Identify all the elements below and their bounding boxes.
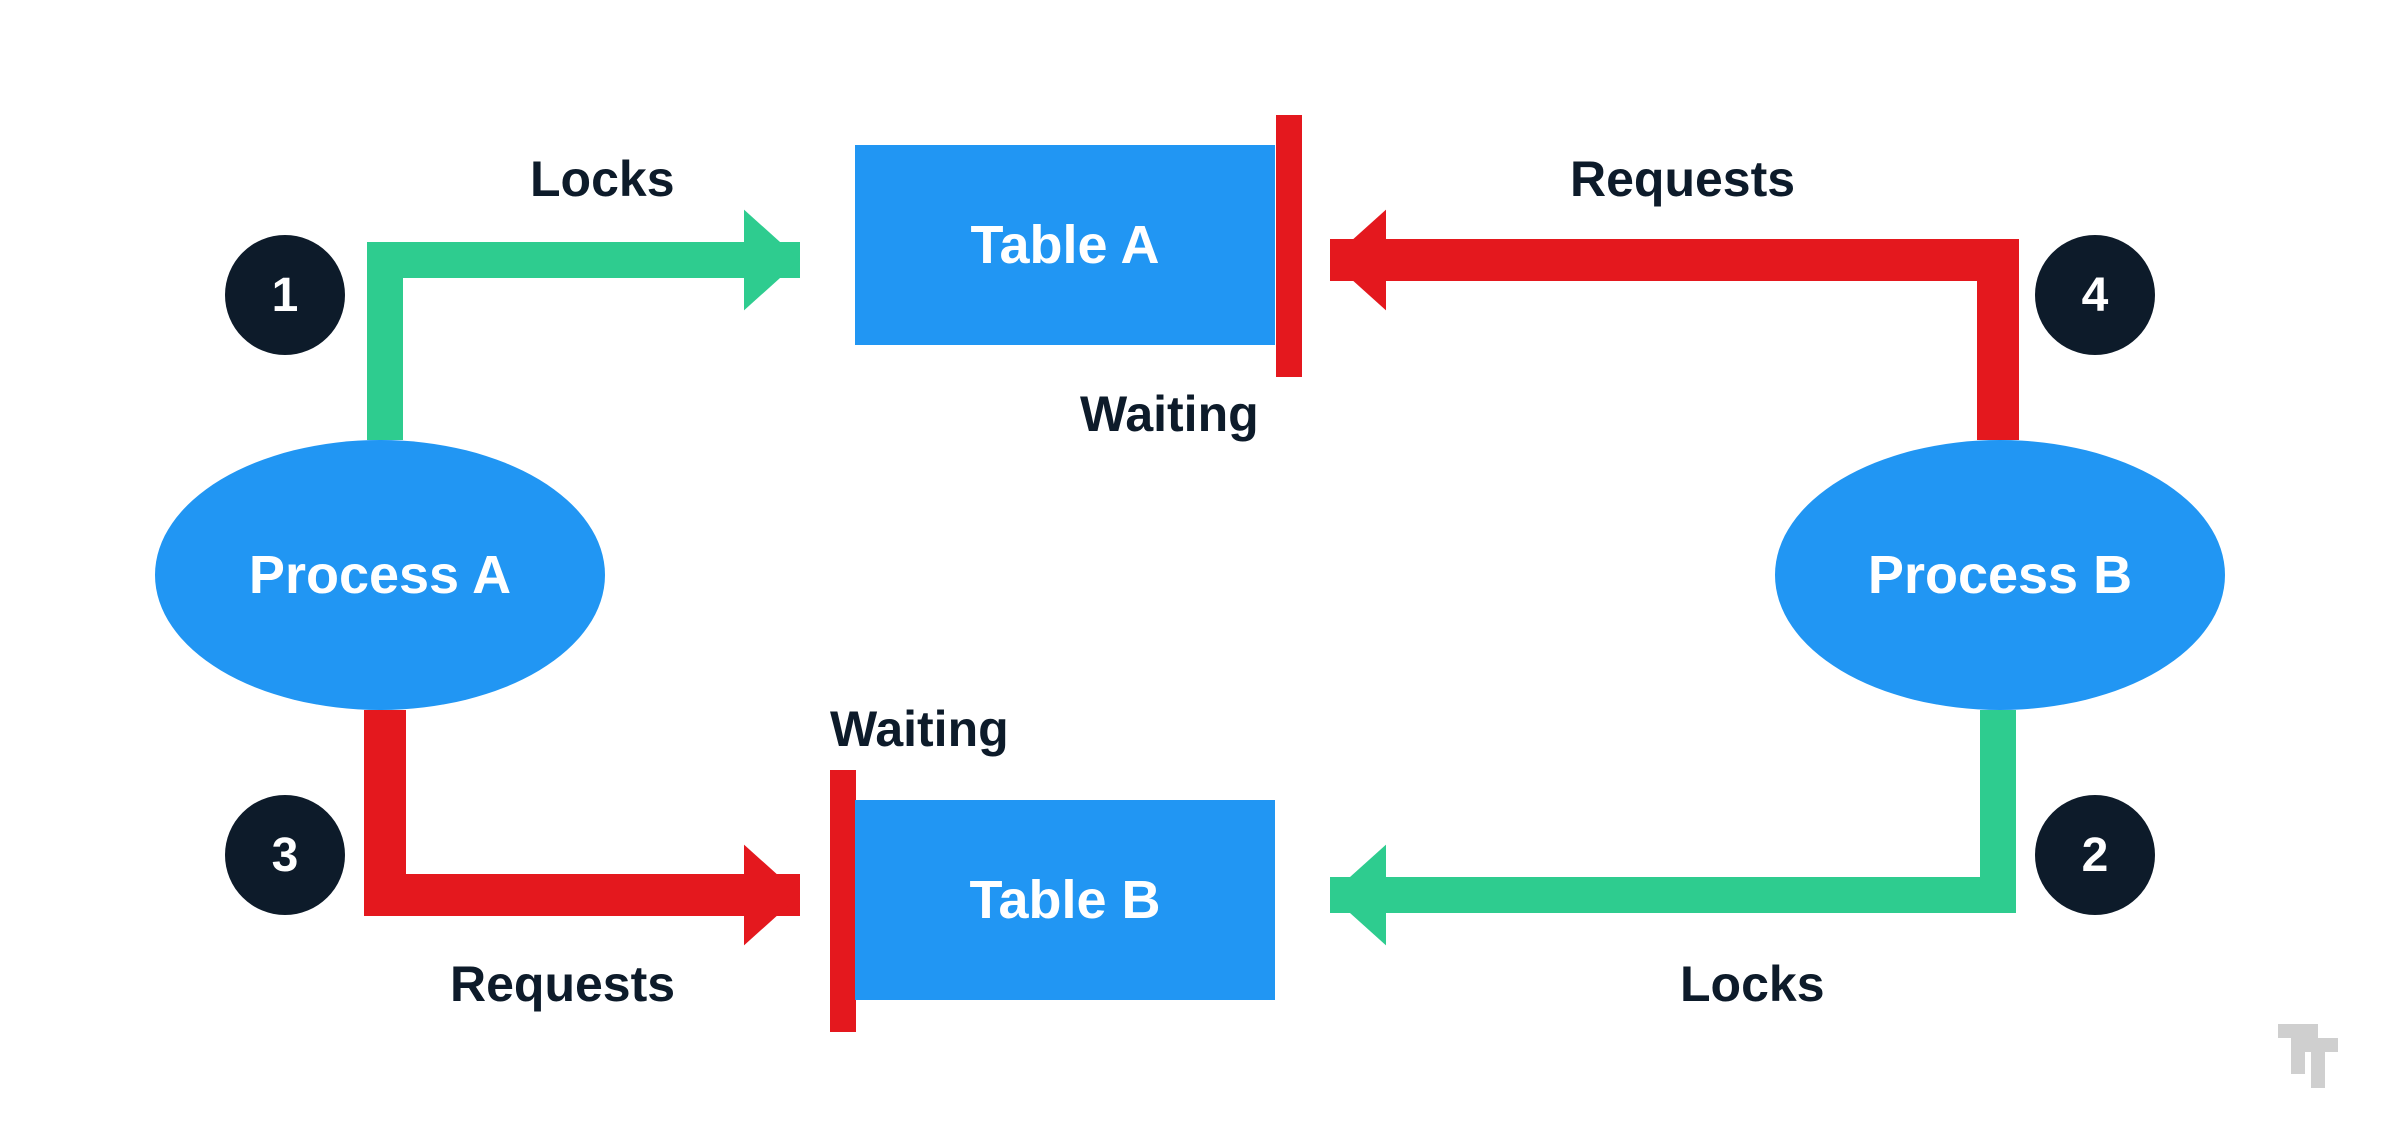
process-b-node: Process B: [1775, 440, 2225, 710]
edge-label-locks-a: Locks: [530, 150, 675, 208]
edge-label-requests-b: Requests: [1570, 150, 1795, 208]
step-badge-3: 3: [225, 795, 345, 915]
table-a-node: Table A: [855, 145, 1275, 345]
step-badge-2: 2: [2035, 795, 2155, 915]
step-badge-4: 4: [2035, 235, 2155, 355]
process-b-label: Process B: [1868, 544, 2132, 606]
step-badge-1: 1: [225, 235, 345, 355]
brand-logo-icon: [2268, 1014, 2348, 1094]
table-a-label: Table A: [970, 214, 1159, 276]
step-badge-2-label: 2: [2082, 828, 2109, 883]
diagram-canvas: Process A Process B Table A Table B 1 2 …: [0, 0, 2384, 1122]
step-badge-3-label: 3: [272, 828, 299, 883]
process-a-node: Process A: [155, 440, 605, 710]
edge-label-locks-b: Locks: [1680, 955, 1825, 1013]
table-b-node: Table B: [855, 800, 1275, 1000]
waiting-label-b: Waiting: [830, 700, 1009, 758]
waiting-label-a: Waiting: [1080, 385, 1259, 443]
table-b-label: Table B: [969, 869, 1160, 931]
process-a-label: Process A: [249, 544, 511, 606]
step-badge-4-label: 4: [2082, 268, 2109, 323]
step-badge-1-label: 1: [272, 268, 299, 323]
edge-label-requests-a: Requests: [450, 955, 675, 1013]
